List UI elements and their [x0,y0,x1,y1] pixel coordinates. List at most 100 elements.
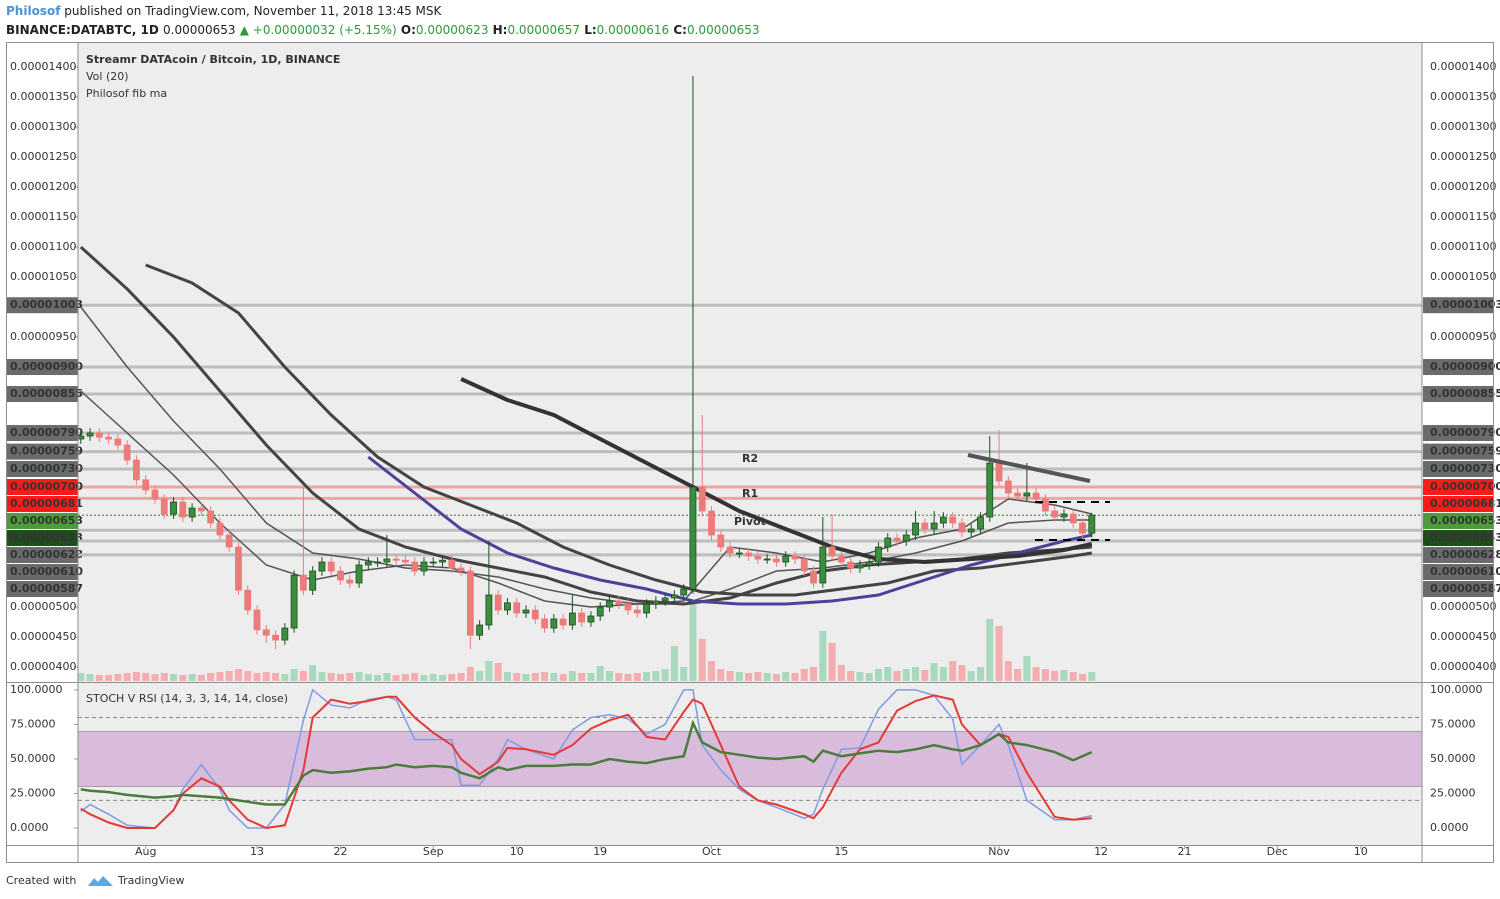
candle-body [160,498,168,515]
volume-bar [179,675,187,681]
candle-body [1023,492,1031,497]
volume-bar [151,674,159,681]
candle-body [596,606,604,617]
candle-body [930,522,938,530]
x-tick-label: Nov [988,845,1010,858]
volume-bar [874,669,882,681]
candle-body [578,612,586,623]
ohlc-value: 0.00000623 [416,23,489,37]
volume-bar [77,673,85,681]
candle-body [402,559,409,563]
candle-body [606,600,613,608]
volume-bar [735,672,743,681]
candle-body [661,597,669,602]
volume-bar [262,672,270,681]
level-label: 0.00000610 [10,565,83,578]
stoch-line [80,688,1092,829]
volume-bar [411,673,419,681]
candle-body [587,615,595,623]
ohlc-value: 0.00000653 [687,23,760,37]
volume-bar [828,643,836,681]
symbol: BINANCE:DATABTC, 1D [6,23,159,37]
level-badge [6,461,78,478]
candle-body [522,609,530,614]
level-badge [6,386,78,403]
level-badge [6,547,78,564]
annotation: R1 [742,487,758,500]
candle-body [457,567,465,572]
candle-body [541,618,548,629]
level-label: 0.00001003 [1430,298,1500,311]
volume-bar [1069,672,1077,681]
x-tick-label: Sep [423,845,444,858]
volume-bar [346,673,354,681]
ma-line [80,306,1092,605]
level-badge [1423,547,1494,564]
candle-body [346,579,354,584]
annotation: R2 [742,452,758,465]
volume-bar [689,601,697,681]
volume-bar [392,675,400,681]
volume-bar [1023,656,1031,681]
ohlc-key: H: [493,23,508,37]
candle-body [884,537,892,548]
y-tick-label: 0.00001100 [10,240,76,253]
candle-body [448,559,456,569]
candle-body [77,435,85,440]
candle-body [782,555,790,563]
candle-body [671,594,678,599]
volume-bar [114,674,122,681]
footer-brand[interactable]: TradingView [117,874,184,887]
volume-bar [921,670,929,681]
y-tick-label: 0.00000950 [1430,330,1496,343]
volume-bar [429,674,437,681]
y-tick-label: 0.00000500 [10,600,76,613]
candle-body [1051,510,1059,518]
candle-body [170,501,177,515]
level-label: 0.00000653 [10,531,83,544]
candle-body [197,507,205,512]
header-line: Philosof published on TradingView.com, N… [6,4,443,18]
level-label: 0.00000587 [1430,582,1500,595]
annotation: Pivot [734,515,766,528]
candle-body [847,561,855,569]
volume-bar [485,661,493,681]
band [77,730,1423,787]
level-badge [6,479,78,496]
y-tick-label: 0.00001300 [10,120,76,133]
volume-bar [949,661,957,681]
level-badge [1423,359,1494,376]
volume-bar [865,673,873,681]
quote-line: BINANCE:DATABTC, 1D 0.00000653 ▲ +0.0000… [6,23,760,37]
candle-body [476,624,484,636]
candle-body [374,561,381,564]
y-tick-label: 0.00001350 [1430,90,1496,103]
x-tick-label: 13 [250,845,264,858]
y-tick-label: 50.0000 [10,752,56,765]
y-tick-label: 0.0000 [1430,821,1469,834]
candle-body [698,486,706,512]
volume-bar [1032,667,1040,681]
level-badge [6,297,78,314]
level-label: 0.00000681 [10,497,83,510]
volume-bar [244,671,252,681]
candle-body [105,436,113,440]
author[interactable]: Philosof [6,4,61,18]
volume-bar [197,675,205,681]
level-label: 0.00000700 [10,480,83,493]
candle-body [1060,513,1068,518]
candle-body [392,558,400,561]
volume-bar [754,672,762,681]
level-label: 0.00000759 [10,445,83,458]
y-tick-label: 0.00001200 [10,180,76,193]
volume-bar [810,667,818,681]
candle-body [429,561,437,564]
y-tick-label: 0.00001150 [1430,210,1496,223]
volume-bar [503,672,511,681]
candle-body [726,546,734,554]
volume-bar [958,665,966,681]
y-tick-label: 0.00001250 [10,150,76,163]
candle-body [967,528,975,533]
level-label: 0.00000759 [1430,445,1500,458]
